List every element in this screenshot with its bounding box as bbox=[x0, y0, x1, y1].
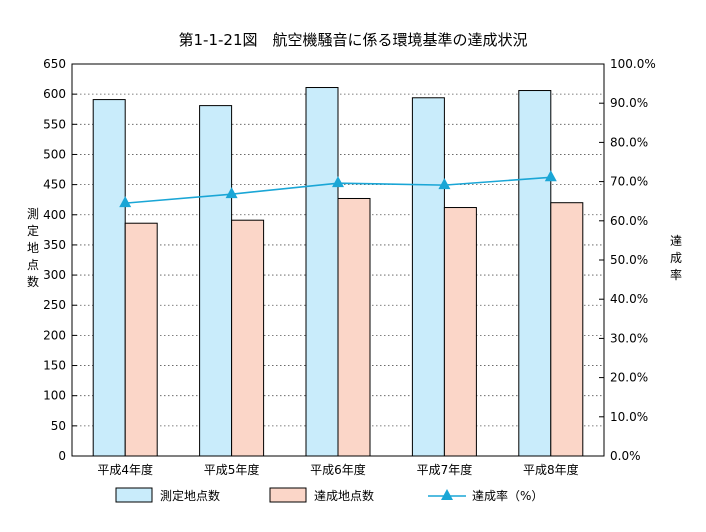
y-left-tick-label: 600 bbox=[43, 87, 66, 101]
y-left-tick-label: 450 bbox=[43, 178, 66, 192]
y-left-tick-label: 350 bbox=[43, 238, 66, 252]
chart-title: 第1-1-21図 航空機騒音に係る環境基準の達成状況 bbox=[178, 31, 527, 49]
y-left-axis-label-char: 測 bbox=[27, 207, 39, 221]
bar-achieved bbox=[550, 202, 584, 457]
x-tick-label: 平成6年度 bbox=[310, 462, 366, 477]
legend-swatch-rate-marker bbox=[441, 489, 453, 500]
bar-achieved bbox=[231, 219, 265, 457]
y-left-tick-label: 250 bbox=[43, 298, 66, 312]
y-left-tick-label: 300 bbox=[43, 268, 66, 282]
x-tick-label: 平成7年度 bbox=[417, 462, 473, 477]
bar-achieved bbox=[443, 207, 477, 457]
y-left-tick-label: 50 bbox=[51, 419, 66, 433]
y-left-axis-label-char: 地 bbox=[27, 241, 39, 255]
legend-label-achieved: 達成地点数 bbox=[314, 488, 374, 503]
bar-achieved bbox=[337, 197, 371, 457]
bar-measured bbox=[199, 105, 233, 457]
y-right-tick-label: 30.0% bbox=[610, 331, 648, 345]
y-right-axis-label-char: 成 bbox=[670, 251, 682, 265]
bar-measured bbox=[411, 97, 445, 457]
y-left-tick-label: 0 bbox=[58, 449, 66, 463]
y-right-tick-label: 100.0% bbox=[610, 57, 656, 71]
y-left-tick-label: 200 bbox=[43, 328, 66, 342]
rate-marker bbox=[438, 178, 451, 190]
legend-swatch-measured bbox=[115, 487, 153, 503]
bar-measured bbox=[518, 90, 552, 457]
y-left-tick-label: 650 bbox=[43, 57, 66, 71]
bar-achieved bbox=[124, 222, 158, 457]
rate-marker bbox=[332, 176, 344, 188]
y-right-tick-label: 80.0% bbox=[610, 135, 648, 149]
x-tick-label: 平成4年度 bbox=[97, 462, 153, 477]
y-right-axis-label-char: 達 bbox=[670, 234, 682, 248]
legend-label-rate: 達成率（%） bbox=[472, 488, 543, 503]
y-left-tick-label: 150 bbox=[43, 359, 66, 373]
legend-label-measured: 測定地点数 bbox=[160, 488, 220, 503]
y-right-tick-label: 10.0% bbox=[610, 410, 648, 424]
y-left-tick-label: 100 bbox=[43, 389, 66, 403]
legend-swatch-achieved bbox=[269, 487, 307, 503]
y-right-tick-label: 40.0% bbox=[610, 292, 648, 306]
y-right-tick-label: 0.0% bbox=[610, 449, 641, 463]
y-left-tick-label: 400 bbox=[43, 208, 66, 222]
y-left-axis-label-char: 定 bbox=[27, 223, 39, 238]
x-tick-label: 平成5年度 bbox=[204, 462, 260, 477]
rate-marker bbox=[119, 196, 132, 208]
y-right-tick-label: 70.0% bbox=[610, 175, 648, 189]
y-left-axis-label-char: 数 bbox=[27, 274, 39, 289]
y-right-axis-label-char: 率 bbox=[670, 267, 682, 282]
y-right-tick-label: 20.0% bbox=[610, 371, 648, 385]
y-left-axis-label-char: 点 bbox=[27, 258, 39, 272]
bar-measured bbox=[305, 87, 339, 457]
x-tick-label: 平成8年度 bbox=[523, 462, 579, 477]
y-right-tick-label: 50.0% bbox=[610, 253, 648, 267]
plot-frame bbox=[71, 63, 605, 457]
y-left-tick-label: 500 bbox=[43, 147, 66, 161]
y-left-tick-label: 550 bbox=[43, 117, 66, 131]
y-right-tick-label: 90.0% bbox=[610, 96, 648, 110]
rate-marker bbox=[544, 170, 557, 182]
rate-marker bbox=[225, 187, 238, 199]
bar-measured bbox=[92, 99, 126, 457]
y-right-tick-label: 60.0% bbox=[610, 214, 648, 228]
